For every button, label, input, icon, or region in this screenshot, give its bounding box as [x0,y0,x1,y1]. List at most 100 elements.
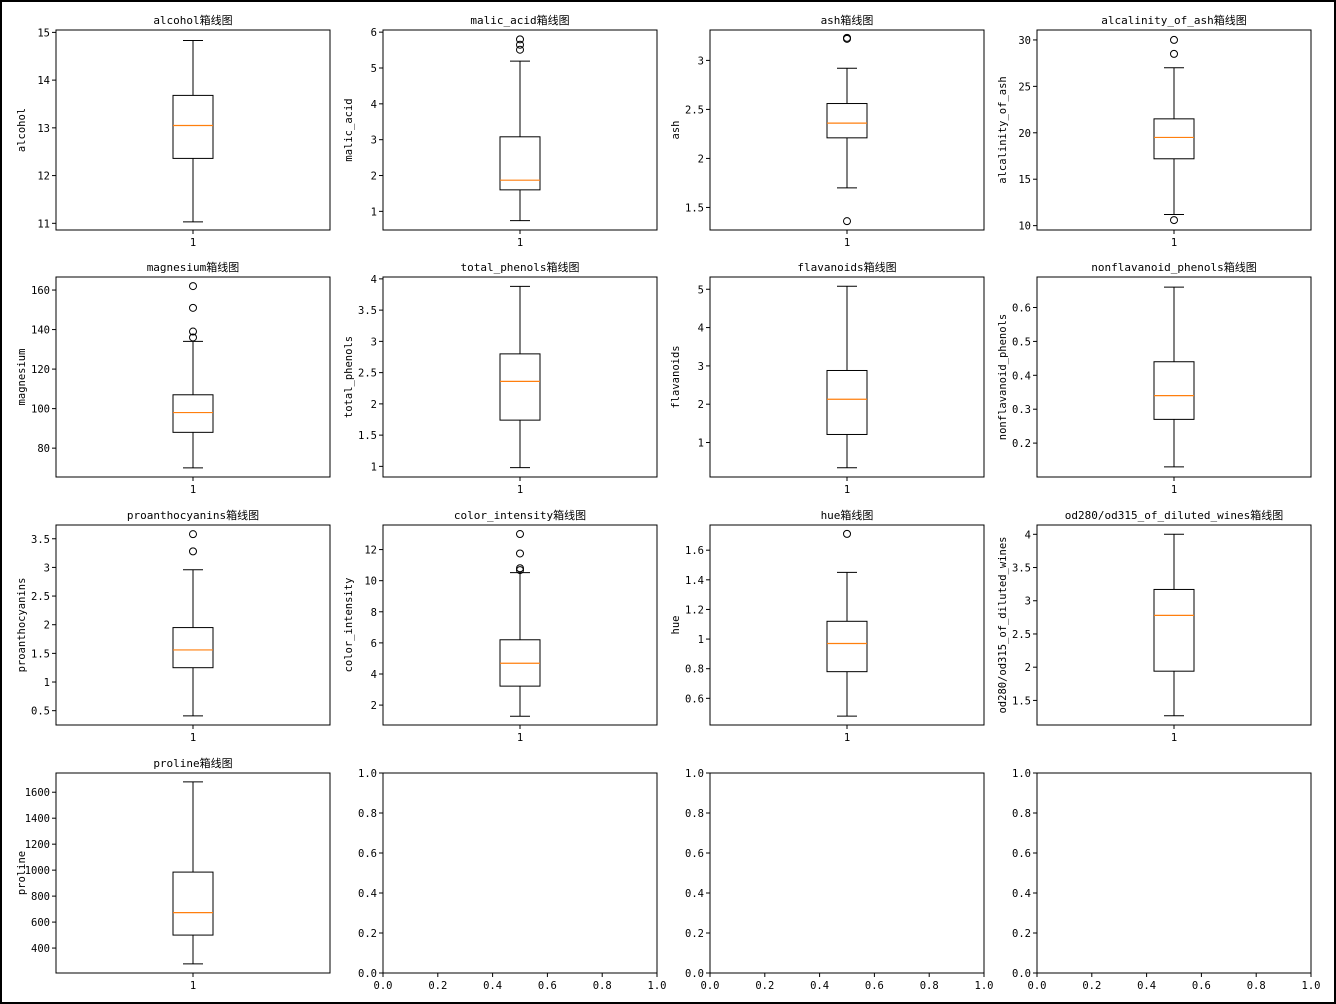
axes-frame [1036,772,1312,974]
y-tick-label: 2 [371,700,377,712]
y-tick-label: 0.2 [1012,928,1031,940]
subplot-title: malic_acid箱线图 [470,13,569,27]
y-tick-label: 120 [31,364,50,376]
y-tick-label: 2.5 [31,591,50,603]
y-tick-label: 1 [371,461,377,473]
outlier-point [516,45,524,54]
y-tick-label: 1 [371,206,377,218]
subplot-16: 0.0 0.2 0.4 0.6 0.8 1.0 0.0 0.2 0.4 0.6 0.8 1.0 [1012,768,1320,992]
subplot-5: magnesium箱线图 80 100 120 140 160 magnesium 1 [16,260,331,496]
subplot-12: od280/od315_of_diluted_wines箱线图 1.5 2 2.5 3 3… [997,508,1312,744]
subplot-7: flavanoids箱线图 1 2 3 4 5 flavanoids 1 [670,260,985,496]
x-tick-label: 0.4 [810,980,829,992]
y-axis-label: alcalinity_of_ash [997,76,1009,183]
y-tick-label: 11 [37,218,50,230]
subplot-1: alcohol箱线图 11 12 13 14 15 alcohol 1 [16,13,331,249]
y-tick-label: 80 [37,443,50,455]
y-tick-label: 3 [44,562,50,574]
box-iqr [172,94,214,159]
outlier-point [516,530,524,539]
y-tick-label: 3.5 [1012,563,1031,575]
box-iqr [826,369,868,435]
x-tick-label: 1 [1171,237,1177,249]
subplot-title: od280/od315_of_diluted_wines箱线图 [1065,508,1283,522]
y-tick-label: 4 [698,323,704,335]
axes-frame [382,772,658,974]
y-axis-label: malic_acid [343,98,355,161]
outlier-point [189,303,197,312]
y-tick-label: 1.4 [685,575,704,587]
outlier-point [843,529,851,538]
subplot-title: proline箱线图 [153,756,232,770]
y-tick-label: 1.0 [358,768,377,780]
y-tick-label: 1600 [25,787,50,799]
y-tick-label: 0.4 [685,888,704,900]
outlier-point [516,35,524,44]
x-tick-label: 1 [190,732,196,744]
y-tick-label: 400 [31,943,50,955]
y-tick-label: 0.8 [1012,808,1031,820]
outlier-point [189,530,197,539]
y-tick-label: 1 [698,438,704,450]
x-tick-label: 1 [1171,484,1177,496]
y-tick-label: 4 [371,99,377,111]
y-tick-label: 1.5 [1012,695,1031,707]
y-tick-label: 2 [371,171,377,183]
y-tick-label: 25 [1018,81,1031,93]
y-tick-label: 0.5 [1012,336,1031,348]
y-axis-label: magnesium [16,349,28,406]
subplot-6: total_phenols箱线图 1 1.5 2 2.5 3 3.5 4 total_pheno… [343,260,658,496]
y-tick-label: 0.6 [1012,303,1031,315]
subplot-title: hue箱线图 [821,508,874,522]
y-tick-label: 0.5 [31,706,50,718]
box-iqr [499,136,541,191]
y-tick-label: 1 [44,677,50,689]
y-tick-label: 2.5 [358,368,377,380]
y-tick-label: 3 [1025,596,1031,608]
x-tick-label: 0.6 [1192,980,1211,992]
y-tick-label: 3 [371,336,377,348]
x-tick-label: 0.0 [1028,980,1047,992]
outlier-point [516,40,524,49]
subplot-14: 0.0 0.2 0.4 0.6 0.8 1.0 0.0 0.2 0.4 0.6 0.8 1.0 [358,768,666,992]
x-tick-label: 1.0 [648,980,667,992]
subplot-2: malic_acid箱线图 1 2 3 4 5 6 malic_acid 1 [343,13,658,249]
box-iqr [172,627,214,669]
y-tick-label: 10 [1018,221,1031,233]
y-tick-label: 1.0 [685,768,704,780]
outlier-point [516,549,524,558]
y-axis-label: od280/od315_of_diluted_wines [997,536,1009,713]
y-tick-label: 0.3 [1012,404,1031,416]
y-tick-label: 0.6 [1012,848,1031,860]
y-tick-label: 3.5 [31,534,50,546]
y-tick-label: 0.8 [685,664,704,676]
x-tick-label: 1 [517,237,523,249]
y-axis-label: alcohol [16,108,28,152]
y-tick-label: 8 [371,607,377,619]
y-tick-label: 2 [1025,662,1031,674]
subplot-title: color_intensity箱线图 [454,508,586,522]
y-axis-label: total_phenols [343,336,355,418]
x-tick-label: 0.8 [593,980,612,992]
subplot-8: nonflavanoid_phenols箱线图 0.2 0.3 0.4 0.5 0.6no… [997,260,1312,496]
y-tick-label: 100 [31,404,50,416]
y-tick-label: 14 [37,75,50,87]
y-tick-label: 0.6 [685,848,704,860]
x-tick-label: 0.2 [755,980,774,992]
y-axis-label: color_intensity [343,578,355,673]
y-tick-label: 0.2 [358,928,377,940]
y-axis-label: nonflavanoid_phenols [997,314,1009,440]
y-tick-label: 15 [1018,174,1031,186]
outlier-point [1170,216,1178,225]
y-tick-label: 15 [37,27,50,39]
subplot-4: alcalinity_of_ash箱线图 10 15 20 25 30 alcalinity… [997,13,1312,249]
subplot-3: ash箱线图 1.5 2 2.5 3 ash 1 [670,13,985,249]
subplot-9: proanthocyanins箱线图 0.5 1 1.5 2 2.5 3 3.5 proanth… [16,508,331,744]
box-iqr [826,620,868,673]
y-tick-label: 0.6 [358,848,377,860]
outlier-point [516,564,524,573]
y-tick-label: 1.2 [685,604,704,616]
axes-frame [709,772,985,974]
